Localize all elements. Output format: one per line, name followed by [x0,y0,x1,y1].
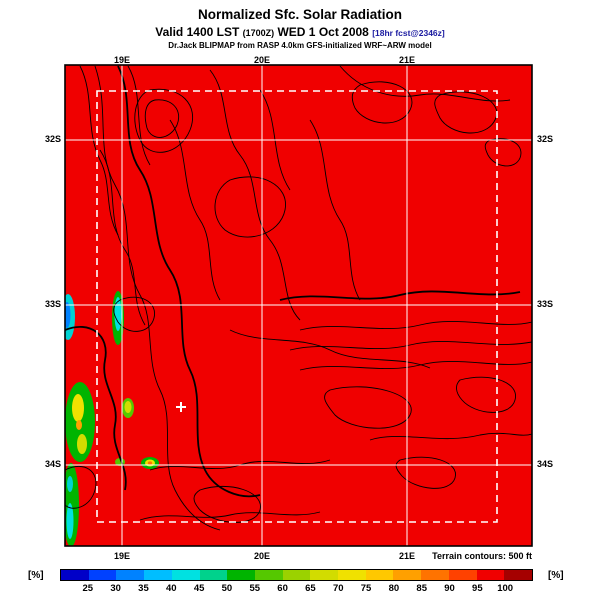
colorbar-segment [282,570,311,580]
map-frame [64,64,533,547]
colorbar-tick-label: 30 [110,583,121,594]
colorbar-segment [116,570,145,580]
lon-label-bottom-20e: 20E [253,551,270,561]
colorbar-segment [365,570,394,580]
colorbar-tick-label: 65 [305,583,316,594]
colorbar-tick-label: 90 [444,583,455,594]
colorbar-segment [393,570,422,580]
latlon-grid [65,65,532,546]
colorbar-tick-label: 80 [388,583,400,594]
colorbar-segment [338,570,366,580]
colorbar-ticks: 25 30 35 40 45 50 55 60 65 70 75 80 85 90 95 100 [60,583,533,595]
colorbar-unit-left: [%] [28,570,44,581]
plot-title: Normalized Sfc. Solar Radiation [197,7,403,22]
lat-label-right-32s: 32S [537,134,554,144]
colorbar-segment [171,570,200,580]
domain-boundary-box [96,90,498,523]
lat-label-left-32s: 32S [44,134,61,144]
valid-pre: Valid 1400 LST [155,25,243,39]
colorbar-segment [88,570,117,580]
colorbar-segment [310,570,339,580]
colorbar-segment [448,570,477,580]
lon-label-bottom-21e: 21E [398,551,415,561]
colorbar-unit-right: [%] [548,570,564,581]
model-credit-line: Dr.Jack BLIPMAP from RASP 4.0km GFS-init… [168,41,432,50]
colorbar-segment [61,570,89,580]
colorbar-tick-label: 75 [360,583,372,594]
valid-zulu: (1700Z) [242,28,275,38]
colorbar-tick-label: 60 [277,583,288,594]
colorbar-tick-label: 95 [472,583,483,594]
colorbar-tick-label: 100 [497,583,514,594]
colorbar-tick-label: 45 [193,583,205,594]
forecast-tag: [18hr fcst@2346z] [372,28,445,38]
lon-label-bottom-19e: 19E [113,551,130,561]
colorbar-tick-label: 50 [221,583,233,594]
colorbar-tick-label: 55 [249,583,261,594]
lat-label-right-33s: 33S [537,299,554,309]
colorbar-tick-label: 35 [138,583,149,594]
colorbar-tick-label: 70 [332,583,344,594]
lon-label-top-19e: 19E [113,55,130,65]
colorbar-tick-label: 25 [82,583,94,594]
terrain-contours [65,65,532,531]
colorbar-tick-label: 85 [416,583,427,594]
colorbar-segment [421,570,449,580]
terrain-contour-note: Terrain contours: 500 ft [432,551,532,561]
colorbar-segment [254,570,283,580]
valid-date: WED 1 Oct 2008 [274,25,373,39]
lon-label-top-21e: 21E [398,55,415,65]
colorbar-segment [199,570,228,580]
site-marker [176,402,186,412]
lat-label-right-34s: 34S [537,459,554,469]
lat-label-left-33s: 33S [44,299,61,309]
colorbar-segments [60,569,533,581]
colorbar-tick-label: 40 [165,583,177,594]
valid-time-line: Valid 1400 LST (1700Z) WED 1 Oct 2008 [1… [0,25,600,39]
lon-label-top-20e: 20E [253,55,270,65]
colorbar-segment [504,570,532,580]
lat-label-left-34s: 34S [44,459,61,469]
colorbar-segment [476,570,505,580]
colorbar-segment [227,570,255,580]
colorbar-segment [144,570,172,580]
